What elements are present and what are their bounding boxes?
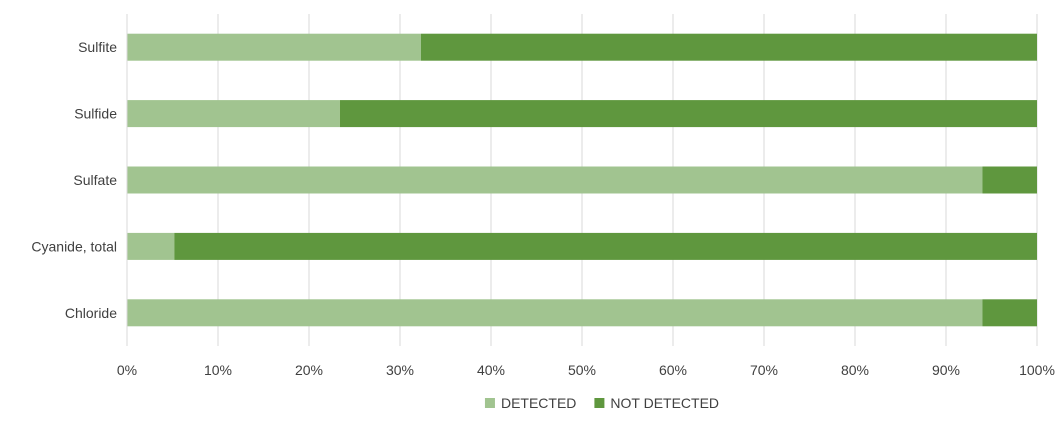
bar-detected: [127, 33, 421, 61]
x-tick-label: 40%: [477, 362, 505, 378]
bar-not-detected: [982, 299, 1037, 327]
x-tick-label: 90%: [932, 362, 960, 378]
x-tick-label: 50%: [568, 362, 596, 378]
x-tick-label: 10%: [204, 362, 232, 378]
category-label: Cyanide, total: [31, 238, 117, 254]
legend-label: NOT DETECTED: [610, 395, 719, 411]
x-tick-label: 20%: [295, 362, 323, 378]
x-tick-label: 80%: [841, 362, 869, 378]
x-tick-label: 70%: [750, 362, 778, 378]
bars: [127, 33, 1037, 327]
category-label: Sulfite: [78, 39, 117, 55]
legend-swatch-not-detected: [594, 398, 605, 408]
x-tick-label: 0%: [117, 362, 137, 378]
bar-detected: [127, 100, 340, 128]
bar-detected: [127, 166, 983, 194]
legend-swatch-detected: [484, 398, 495, 408]
bar-not-detected: [339, 100, 1037, 128]
axes: 0% 10% 20% 30% 40% 50% 60% 70% 80% 90% 100% Sulfite…: [31, 14, 1055, 378]
legend: DETECTED NOT DETECTED: [484, 395, 719, 411]
category-label: Sulfate: [73, 172, 117, 188]
bar-detected: [127, 299, 983, 327]
bar-not-detected: [174, 232, 1037, 260]
category-label: Sulfide: [74, 106, 117, 122]
x-tick-label: 100%: [1019, 362, 1055, 378]
x-tick-label: 30%: [386, 362, 414, 378]
bar-not-detected: [982, 166, 1037, 194]
x-tick-label: 60%: [659, 362, 687, 378]
category-label: Chloride: [65, 305, 117, 321]
legend-label: DETECTED: [501, 395, 576, 411]
bar-detected: [127, 232, 175, 260]
bar-not-detected: [420, 33, 1037, 61]
